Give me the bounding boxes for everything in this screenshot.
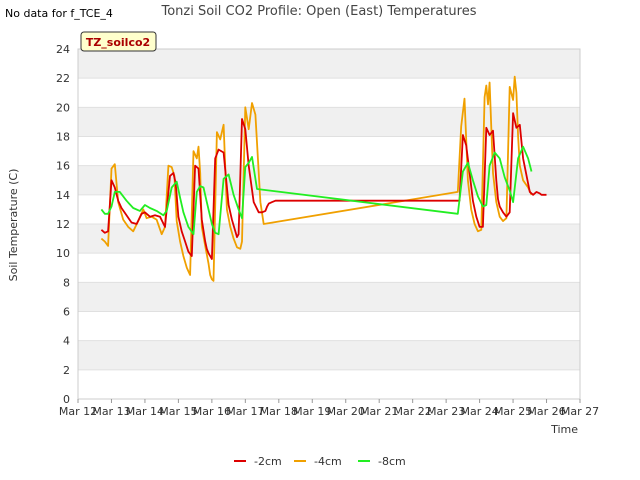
y-tick-label: 14 [56, 189, 70, 202]
legend-label: -8cm [378, 455, 406, 468]
x-tick-label: Mar 20 [327, 405, 365, 418]
series-line-8cm [100, 145, 533, 236]
site-label: TZ_soilco2 [86, 36, 150, 49]
y-tick-label: 24 [56, 43, 70, 56]
x-tick-label: Mar 24 [460, 405, 498, 418]
x-tick-label: Mar 26 [527, 405, 565, 418]
background-band [78, 165, 580, 195]
x-tick-label: Mar 23 [427, 405, 465, 418]
chart-title: Tonzi Soil CO2 Profile: Open (East) Temp… [160, 4, 476, 19]
legend: -2cm -4cm -8cm [234, 455, 406, 468]
y-axis-label: Soil Temperature (C) [7, 169, 20, 282]
no-data-note: No data for f_TCE_4 [5, 7, 113, 20]
y-tick-label: 0 [63, 393, 70, 406]
y-tick-label: 22 [56, 72, 70, 85]
x-tick-label: Mar 14 [126, 405, 164, 418]
x-tick-label: Mar 15 [159, 405, 197, 418]
y-tick-label: 6 [63, 306, 70, 319]
background-band [78, 282, 580, 312]
legend-label: -4cm [314, 455, 342, 468]
x-tick-label: Mar 18 [260, 405, 298, 418]
x-axis-label: Time [550, 423, 578, 436]
background-band [78, 224, 580, 254]
x-tick-label: Mar 27 [561, 405, 599, 418]
x-tick-label: Mar 17 [226, 405, 264, 418]
x-tick-label: Mar 19 [293, 405, 331, 418]
site-label-box: TZ_soilco2 [80, 31, 157, 52]
x-tick-label: Mar 25 [494, 405, 532, 418]
y-tick-label: 10 [56, 247, 70, 260]
y-tick-label: 16 [56, 160, 70, 173]
background-band [78, 340, 580, 370]
plot-frame [77, 48, 581, 400]
legend-label: -2cm [254, 455, 282, 468]
x-tick-label: Mar 16 [193, 405, 231, 418]
x-tick-label: Mar 21 [360, 405, 398, 418]
series-lines [100, 75, 547, 282]
background-band [78, 49, 580, 79]
y-tick-label: 2 [63, 364, 70, 377]
y-tick-label: 8 [63, 276, 70, 289]
x-tick-label: Mar 22 [394, 405, 432, 418]
series-line-4cm [100, 75, 533, 282]
y-tick-label: 18 [56, 131, 70, 144]
x-tick-label: Mar 12 [59, 405, 97, 418]
x-tick-label: Mar 13 [92, 405, 130, 418]
background-band [78, 107, 580, 137]
y-tick-label: 4 [63, 335, 70, 348]
y-tick-label: 12 [56, 218, 70, 231]
series-line-2cm [100, 112, 547, 260]
y-tick-label: 20 [56, 101, 70, 114]
